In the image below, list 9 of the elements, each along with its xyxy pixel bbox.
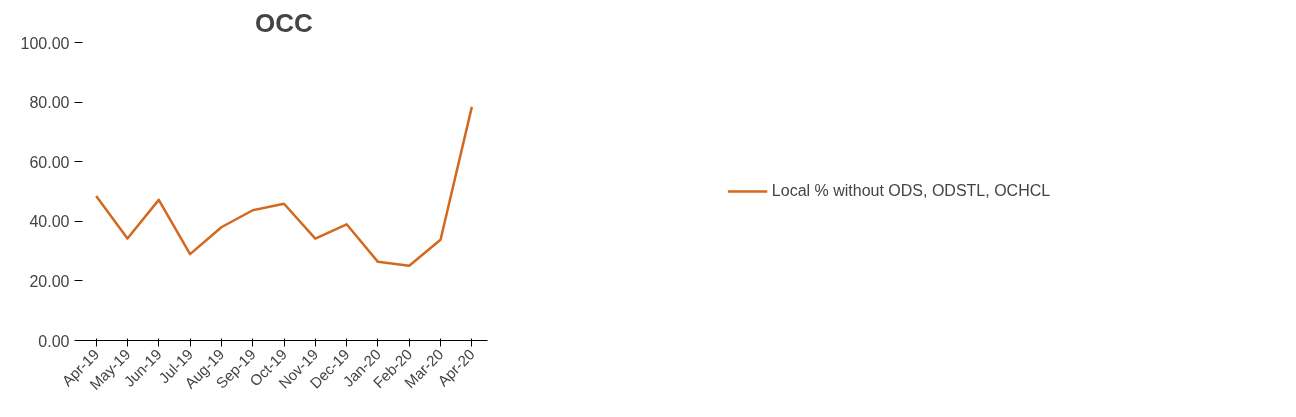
y-tick-label: 0.00 [38, 332, 70, 350]
chart-title: OCC [255, 7, 314, 38]
legend-label: Local % without ODS, ODSTL, OCHCL [771, 182, 1051, 200]
y-tick-label: 100.00 [20, 34, 70, 52]
y-tick-label: 60.00 [29, 153, 70, 171]
y-tick-label: 20.00 [29, 272, 70, 290]
y-tick-label: 40.00 [29, 213, 70, 231]
line-series [94, 105, 474, 267]
y-tick-label: 80.00 [29, 94, 70, 112]
